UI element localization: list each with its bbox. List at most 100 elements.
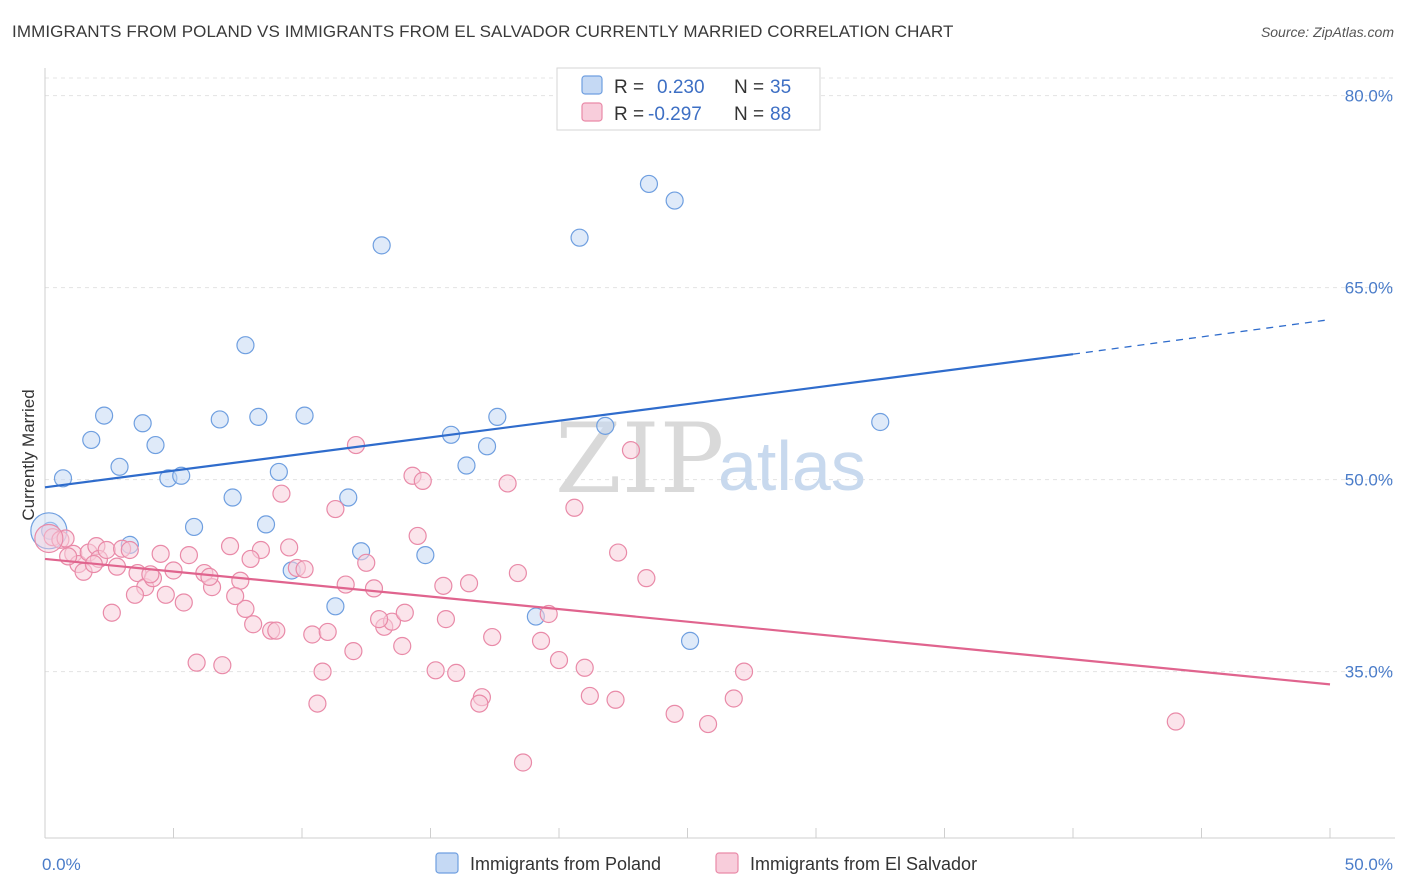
elsalvador-point — [498, 474, 517, 493]
poland-point — [339, 488, 358, 507]
elsalvador-point — [1166, 712, 1185, 731]
poland-trend-extension — [1072, 318, 1331, 355]
elsalvador-point — [665, 704, 684, 723]
elsalvador-point — [336, 575, 355, 594]
elsalvador-point — [483, 627, 502, 647]
elsalvador-point — [241, 549, 260, 569]
elsalvador-point — [236, 599, 255, 618]
poland-point — [210, 410, 229, 429]
chart-title: IMMIGRANTS FROM POLAND VS IMMIGRANTS FRO… — [12, 22, 954, 41]
elsalvador-point — [436, 610, 456, 629]
x-tick-label: 50.0% — [1345, 855, 1393, 874]
poland-point — [133, 414, 152, 433]
elsalvador-point — [637, 569, 656, 588]
legend-n-value-poland: 35 — [770, 77, 791, 98]
series-legend-poland: Immigrants from Poland — [470, 854, 661, 874]
elsalvador-point — [226, 586, 245, 606]
watermark-atlas: atlas — [718, 427, 866, 505]
elsalvador-point — [267, 621, 286, 640]
elsalvador-point — [470, 694, 489, 713]
elsalvador-point — [413, 471, 432, 490]
elsalvador-point — [56, 529, 75, 548]
elsalvador-point — [395, 603, 414, 622]
legend-n-value-elsalvador: 88 — [770, 104, 791, 125]
elsalvador-point — [303, 625, 322, 644]
legend-swatch-elsalvador — [581, 102, 603, 122]
elsalvador-point — [125, 585, 145, 604]
elsalvador-point — [609, 543, 628, 562]
x-tick-labels: 0.0% 50.0% — [42, 855, 1393, 874]
poland-point — [372, 236, 391, 255]
poland-point — [639, 174, 659, 194]
poland-point — [184, 517, 204, 537]
elsalvador-point — [539, 604, 558, 624]
y-tick-label: 65.0% — [1345, 279, 1393, 298]
poland-point — [596, 416, 615, 435]
elsalvador-point — [326, 499, 345, 519]
elsalvador-point — [174, 593, 193, 612]
elsalvador-point — [408, 526, 427, 546]
poland-point — [249, 407, 268, 426]
elsalvador-point — [698, 714, 718, 734]
elsalvador-point — [565, 498, 584, 517]
elsalvador-point — [447, 663, 466, 682]
elsalvador-point — [508, 563, 527, 583]
elsalvador-point — [318, 622, 337, 642]
elsalvador-trend-line — [44, 557, 1331, 686]
elsalvador-point — [531, 631, 551, 650]
poland-point — [477, 437, 497, 456]
elsalvador-point — [370, 610, 389, 629]
elsalvador-point — [200, 567, 219, 586]
elsalvador-point — [434, 576, 453, 595]
elsalvador-point — [393, 636, 412, 656]
elsalvador-points — [34, 435, 1185, 772]
elsalvador-point — [295, 560, 314, 579]
elsalvador-point — [459, 574, 479, 593]
elsalvador-point — [187, 653, 206, 672]
y-tick-label: 80.0% — [1345, 87, 1393, 106]
series-legend-swatch-poland — [435, 852, 459, 874]
series-legend-elsalvador: Immigrants from El Salvador — [750, 854, 977, 874]
poland-point — [665, 191, 684, 210]
poland-point — [110, 457, 129, 476]
elsalvador-point — [357, 553, 376, 572]
elsalvador-point — [580, 686, 599, 706]
watermark-zip: ZIP — [555, 403, 724, 515]
legend-r-value-elsalvador: -0.297 — [648, 104, 702, 125]
y-tick-label: 50.0% — [1345, 471, 1393, 490]
poland-point — [236, 336, 255, 355]
elsalvador-point — [364, 579, 384, 598]
legend-n-label-poland: N = — [734, 77, 764, 98]
elsalvador-point — [244, 615, 263, 634]
elsalvador-point — [549, 650, 569, 670]
axes — [44, 68, 1395, 839]
poland-point — [269, 462, 288, 482]
poland-point — [82, 430, 101, 450]
source-label: Source: ZipAtlas.com — [1260, 24, 1394, 40]
elsalvador-point — [344, 642, 363, 661]
y-tick-label: 35.0% — [1345, 663, 1393, 682]
series-legend-swatch-elsalvador — [715, 852, 739, 874]
elsalvador-point — [575, 658, 594, 677]
poland-point — [871, 412, 890, 432]
poland-point — [223, 488, 242, 507]
poland-point — [256, 515, 276, 534]
legend-r-label-elsalvador: R = — [614, 104, 644, 125]
x-tick-label: 0.0% — [42, 855, 81, 874]
poland-point — [570, 228, 589, 247]
elsalvador-point — [426, 661, 445, 680]
legend-n-label-elsalvador: N = — [734, 104, 764, 125]
series-legend: Immigrants from Poland Immigrants from E… — [435, 852, 977, 874]
elsalvador-point — [120, 540, 139, 560]
elsalvador-point — [513, 753, 533, 772]
elsalvador-point — [231, 571, 250, 590]
poland-point — [53, 469, 73, 488]
elsalvador-point — [213, 656, 232, 675]
poland-point — [457, 456, 476, 475]
poland-point — [95, 406, 114, 425]
elsalvador-point — [734, 662, 754, 681]
legend-r-label-poland: R = — [614, 77, 644, 98]
poland-point — [416, 546, 435, 565]
elsalvador-point — [724, 689, 743, 708]
